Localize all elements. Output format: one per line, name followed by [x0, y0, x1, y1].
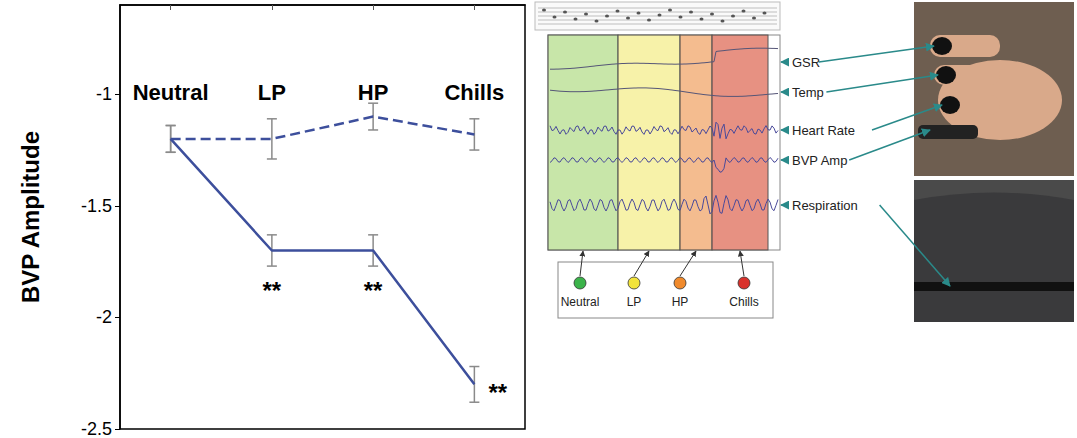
svg-text:**: **	[263, 277, 282, 304]
svg-text:Chills: Chills	[729, 295, 758, 309]
svg-text:BVP Amp: BVP Amp	[792, 153, 847, 168]
svg-text:Temp: Temp	[792, 85, 824, 100]
svg-text:LP: LP	[627, 295, 642, 309]
svg-text:LP: LP	[258, 80, 286, 105]
svg-text:**: **	[364, 277, 383, 304]
svg-text:-2: -2	[96, 307, 112, 327]
svg-text:-1.5: -1.5	[81, 196, 112, 216]
svg-text:Heart Rate: Heart Rate	[792, 123, 855, 138]
svg-text:Chills: Chills	[444, 80, 504, 105]
svg-text:**: **	[488, 379, 507, 406]
svg-text:BVP Amplitude: BVP Amplitude	[17, 131, 44, 303]
svg-text:Respiration: Respiration	[792, 198, 858, 213]
svg-text:HP: HP	[358, 80, 389, 105]
svg-text:GSR: GSR	[792, 55, 820, 70]
svg-text:-1: -1	[96, 84, 112, 104]
svg-text:Neutral: Neutral	[561, 295, 600, 309]
svg-text:-2.5: -2.5	[81, 419, 112, 438]
svg-text:HP: HP	[672, 295, 689, 309]
svg-text:Neutral: Neutral	[133, 80, 209, 105]
